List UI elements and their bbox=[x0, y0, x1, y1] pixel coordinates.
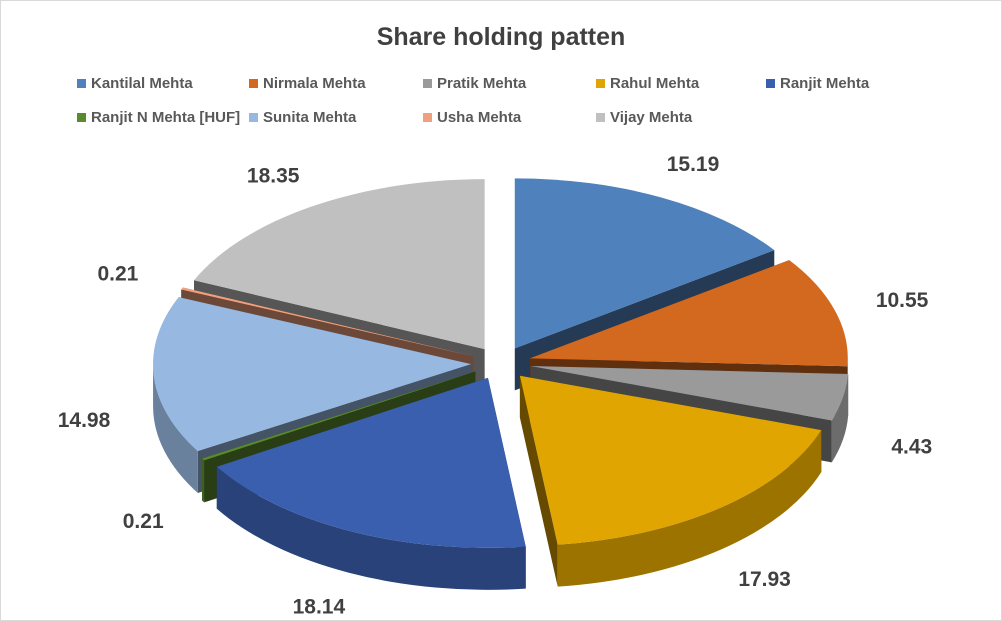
pie-slice-top bbox=[519, 375, 822, 545]
legend-swatch bbox=[423, 78, 432, 88]
data-label-vijay-mehta: 18.35 bbox=[247, 164, 300, 187]
legend-label: Kantilal Mehta bbox=[91, 74, 193, 92]
pie-slice-top bbox=[193, 179, 485, 350]
legend-swatch bbox=[596, 78, 605, 88]
legend-swatch bbox=[249, 112, 258, 122]
legend-label: Rahul Mehta bbox=[610, 74, 700, 92]
legend-label: Vijay Mehta bbox=[610, 108, 693, 126]
legend-item-nirmala-mehta: Nirmala Mehta bbox=[249, 73, 366, 93]
legend-swatch bbox=[423, 112, 432, 122]
legend-item-ranjit-n-mehta-huf: Ranjit N Mehta [HUF] bbox=[77, 107, 240, 127]
pie-slice-top bbox=[514, 178, 775, 349]
chart-title: Share holding patten bbox=[376, 23, 626, 51]
legend-label: Usha Mehta bbox=[437, 108, 522, 126]
legend-swatch bbox=[77, 78, 86, 88]
pie-slice-top bbox=[529, 260, 848, 367]
data-label-kantilal-mehta: 15.19 bbox=[667, 153, 720, 176]
legend-item-sunita-mehta: Sunita Mehta bbox=[249, 107, 356, 127]
legend-item-kantilal-mehta: Kantilal Mehta bbox=[77, 73, 193, 93]
data-label-nirmala-mehta: 10.55 bbox=[876, 289, 929, 312]
pie-slice-top bbox=[216, 377, 526, 548]
pie-slice-side bbox=[153, 364, 198, 494]
pie-slice-side bbox=[557, 430, 822, 587]
data-label-usha-mehta: 0.21 bbox=[97, 263, 138, 286]
pie-slice-top bbox=[153, 297, 472, 452]
pie-slice-wall bbox=[519, 375, 558, 587]
data-label-ranjit-mehta: 18.14 bbox=[293, 596, 346, 619]
legend-swatch bbox=[249, 78, 258, 88]
legend-item-rahul-mehta: Rahul Mehta bbox=[596, 73, 699, 93]
legend-swatch bbox=[596, 112, 605, 122]
pie-slice-side bbox=[216, 466, 526, 590]
pie-slice-side bbox=[831, 373, 849, 463]
legend-label: Nirmala Mehta bbox=[263, 74, 366, 92]
pie-slice-ranjit-mehta bbox=[216, 377, 526, 590]
pie-slice-top bbox=[530, 366, 849, 421]
data-label-pratik-mehta: 4.43 bbox=[891, 435, 932, 458]
legend-item-pratik-mehta: Pratik Mehta bbox=[423, 73, 526, 93]
legend-label: Sunita Mehta bbox=[263, 108, 357, 126]
legend-item-ranjit-mehta: Ranjit Mehta bbox=[766, 73, 869, 93]
pie-slice-top bbox=[202, 371, 476, 461]
pie-slice-rahul-mehta bbox=[519, 375, 822, 587]
data-label-sunita-mehta: 14.98 bbox=[58, 409, 111, 432]
legend-swatch bbox=[77, 112, 86, 122]
legend-label: Pratik Mehta bbox=[437, 74, 527, 92]
data-label-rahul-mehta: 17.93 bbox=[738, 568, 791, 591]
pie-slice-side bbox=[202, 458, 205, 503]
legend-swatch bbox=[766, 78, 775, 88]
data-label-ranjit-n-mehta-huf: 0.21 bbox=[123, 510, 164, 533]
legend-item-vijay-mehta: Vijay Mehta bbox=[596, 107, 692, 127]
pie-slice-top bbox=[181, 287, 474, 357]
legend-label: Ranjit Mehta bbox=[780, 74, 870, 92]
legend-item-usha-mehta: Usha Mehta bbox=[423, 107, 521, 127]
legend-label: Ranjit N Mehta [HUF] bbox=[91, 108, 241, 126]
